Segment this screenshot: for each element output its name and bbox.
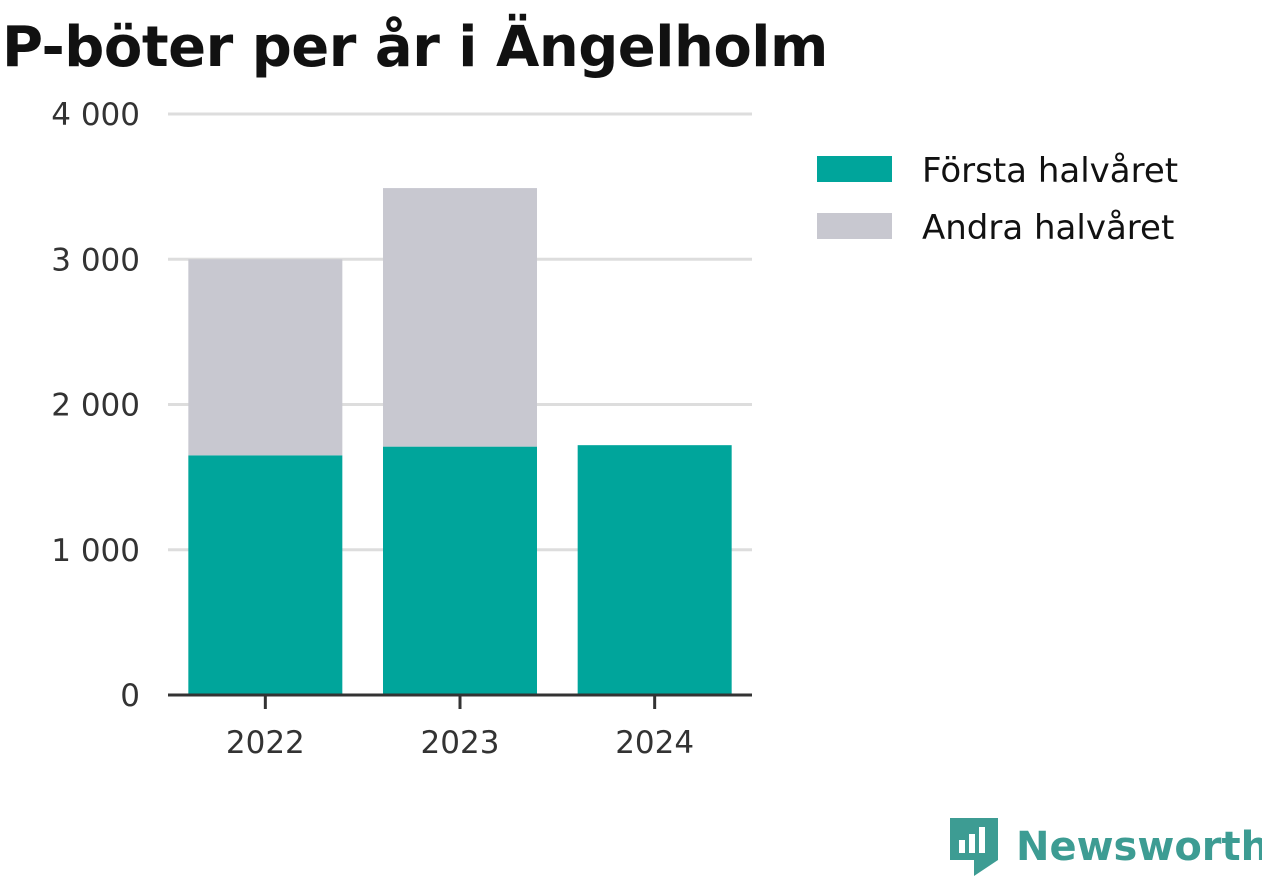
x-tick-label: 2022 xyxy=(226,725,305,761)
legend: Första halvåret Andra halvåret xyxy=(817,151,1178,248)
x-tick-label: 2023 xyxy=(421,725,500,761)
y-tick-label: 0 xyxy=(120,678,140,714)
y-tick-label: 1 000 xyxy=(51,533,140,569)
chart-title: P-böter per år i Ängelholm xyxy=(2,15,828,80)
newsworthy-brand: Newsworthy xyxy=(950,818,1262,876)
bar-2022-series-1 xyxy=(188,455,343,695)
bar-2022-series-2 xyxy=(188,259,343,456)
legend-label-1: Första halvåret xyxy=(922,151,1178,191)
legend-swatch-2 xyxy=(817,213,892,239)
legend-swatch-1 xyxy=(817,156,892,182)
y-tick-label: 3 000 xyxy=(51,242,140,278)
y-tick-label: 2 000 xyxy=(51,388,140,424)
bar-2023-series-2 xyxy=(383,188,537,447)
brand-name: Newsworthy xyxy=(1016,824,1262,870)
bar-2023-series-1 xyxy=(383,446,537,695)
bars xyxy=(188,188,732,695)
y-tick-label: 4 000 xyxy=(51,97,140,133)
legend-label-2: Andra halvåret xyxy=(922,208,1174,248)
y-axis-tick-labels: 0 1 000 2 000 3 000 4 000 xyxy=(51,97,140,714)
x-axis-ticks: 2022 2023 2024 xyxy=(226,695,694,761)
newsworthy-logo-icon xyxy=(950,818,998,876)
x-tick-label: 2024 xyxy=(615,725,694,761)
bar-2024-series-1 xyxy=(577,445,732,695)
